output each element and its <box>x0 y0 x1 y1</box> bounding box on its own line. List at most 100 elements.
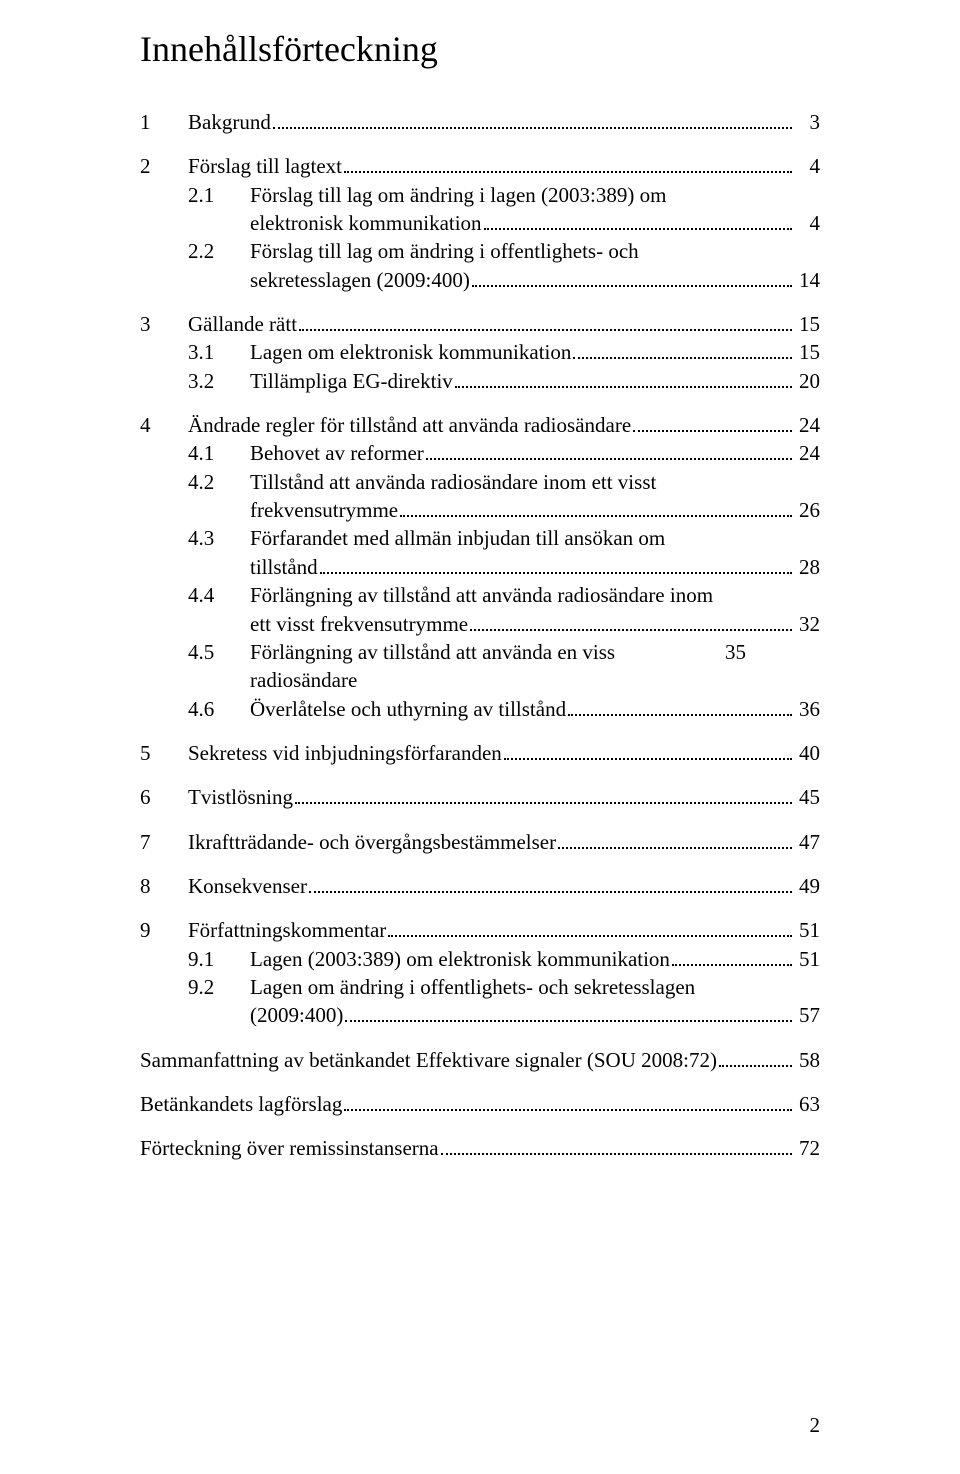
toc-text: Lagen om ändring i offentlighets- och se… <box>250 973 695 1001</box>
toc-number: 9 <box>140 916 188 944</box>
toc-entry-level1: 4Ändrade regler för tillstånd att använd… <box>140 411 820 439</box>
toc-text: Förfarandet med allmän inbjudan till ans… <box>250 524 665 552</box>
toc-number: 4.4 <box>188 581 250 609</box>
toc-text: elektronisk kommunikation <box>250 209 482 237</box>
toc-entry-level2: 4.3Förfarandet med allmän inbjudan till … <box>140 524 820 552</box>
toc-page: 24 <box>794 411 820 439</box>
toc-entry-level1: 5Sekretess vid inbjudningsförfaranden 40 <box>140 739 820 767</box>
toc-text: Ändrade regler för tillstånd att använda… <box>188 411 631 439</box>
toc-page: 14 <box>794 266 820 294</box>
toc-page: 24 <box>794 439 820 467</box>
toc-entry-level1: 2Förslag till lagtext4 <box>140 152 820 180</box>
toc-page: 47 <box>794 828 820 856</box>
toc-page: 35 <box>720 638 746 666</box>
dot-leader <box>558 830 792 849</box>
toc-page: 72 <box>794 1134 820 1162</box>
toc-page: 20 <box>794 367 820 395</box>
dot-leader <box>388 918 792 937</box>
dot-leader <box>672 947 792 966</box>
toc-text: Förslag till lag om ändring i lagen (200… <box>250 181 666 209</box>
toc-text: Tvistlösning <box>188 783 293 811</box>
dot-leader <box>455 369 792 388</box>
dot-leader <box>573 341 792 360</box>
dot-leader <box>273 110 792 129</box>
dot-leader <box>295 785 792 804</box>
toc-entry-level2: 4.2Tillstånd att använda radiosändare in… <box>140 468 820 496</box>
toc-text: Förlängning av tillstånd att använda en … <box>250 638 720 695</box>
dot-leader <box>484 211 792 230</box>
toc-text: sekretesslagen (2009:400) <box>250 266 470 294</box>
toc-number: 3 <box>140 310 188 338</box>
toc-text: Förslag till lag om ändring i offentligh… <box>250 237 639 265</box>
toc-entry-level2: 9.2Lagen om ändring i offentlighets- och… <box>140 973 820 1001</box>
toc-entry-continuation: (2009:400)57 <box>140 1001 820 1029</box>
toc-number: 3.1 <box>188 338 250 366</box>
toc-text: Överlåtelse och uthyrning av tillstånd <box>250 695 566 723</box>
toc-entry-level2: 3.1Lagen om elektronisk kommunikation15 <box>140 338 820 366</box>
toc-text: Tillämpliga EG-direktiv <box>250 367 453 395</box>
toc-entry-unnumbered: Sammanfattning av betänkandet Effektivar… <box>140 1046 820 1074</box>
toc-text: Förlängning av tillstånd att använda rad… <box>250 581 713 609</box>
toc-entry-level1: 1Bakgrund 3 <box>140 108 820 136</box>
toc-page: 58 <box>794 1046 820 1074</box>
toc-number: 2.1 <box>188 181 250 209</box>
toc-text: Behovet av reformer <box>250 439 424 467</box>
toc-entry-level2: 4.4Förlängning av tillstånd att använda … <box>140 581 820 609</box>
toc-entry-level2: 3.2Tillämpliga EG-direktiv20 <box>140 367 820 395</box>
toc-number: 9.1 <box>188 945 250 973</box>
toc-page: 63 <box>794 1090 820 1118</box>
page-title: Innehållsförteckning <box>140 28 820 70</box>
toc-page: 3 <box>794 108 820 136</box>
toc-page: 4 <box>794 209 820 237</box>
toc-text: Betänkandets lagförslag <box>140 1090 342 1118</box>
toc-page: 57 <box>794 1001 820 1029</box>
dot-leader <box>299 312 792 331</box>
toc-entry-level1: 6Tvistlösning45 <box>140 783 820 811</box>
toc-text: Sammanfattning av betänkandet Effektivar… <box>140 1046 717 1074</box>
toc-entry-level2: 4.5Förlängning av tillstånd att använda … <box>140 638 820 695</box>
toc-text: Bakgrund <box>188 108 271 136</box>
dot-leader <box>504 741 792 760</box>
toc-entry-continuation: frekvensutrymme 26 <box>140 496 820 524</box>
dot-leader <box>345 1003 792 1022</box>
toc-text: tillstånd <box>250 553 318 581</box>
toc-page: 26 <box>794 496 820 524</box>
dot-leader <box>344 1092 792 1111</box>
dot-leader <box>470 612 792 631</box>
toc-text: Ikraftträdande- och övergångsbestämmelse… <box>188 828 556 856</box>
toc-page: 51 <box>794 945 820 973</box>
dot-leader <box>309 874 792 893</box>
toc-entry-continuation: sekretesslagen (2009:400) 14 <box>140 266 820 294</box>
toc-page: 32 <box>794 610 820 638</box>
toc-page: 15 <box>794 310 820 338</box>
toc-number: 4.3 <box>188 524 250 552</box>
document-page: Innehållsförteckning 1Bakgrund32Förslag … <box>0 0 960 1474</box>
toc-text: Författningskommentar <box>188 916 386 944</box>
toc-entry-level2: 4.6Överlåtelse och uthyrning av tillstån… <box>140 695 820 723</box>
toc-entry-level1: 3Gällande rätt15 <box>140 310 820 338</box>
toc-page: 28 <box>794 553 820 581</box>
toc-entry-unnumbered: Betänkandets lagförslag 63 <box>140 1090 820 1118</box>
toc-number: 4.5 <box>188 638 250 666</box>
dot-leader <box>426 442 792 461</box>
toc-page: 15 <box>794 338 820 366</box>
toc-number: 1 <box>140 108 188 136</box>
toc-entry-level1: 7Ikraftträdande- och övergångsbestämmels… <box>140 828 820 856</box>
toc-page: 36 <box>794 695 820 723</box>
toc-text: Sekretess vid inbjudningsförfaranden <box>188 739 502 767</box>
toc-entry-level2: 4.1Behovet av reformer24 <box>140 439 820 467</box>
toc-entry-level1: 9Författningskommentar 51 <box>140 916 820 944</box>
dot-leader <box>400 498 792 517</box>
toc-entry-continuation: tillstånd 28 <box>140 553 820 581</box>
dot-leader <box>472 268 792 287</box>
toc-page: 40 <box>794 739 820 767</box>
toc-number: 7 <box>140 828 188 856</box>
toc-entry-continuation: ett visst frekvensutrymme32 <box>140 610 820 638</box>
toc-page: 49 <box>794 872 820 900</box>
toc-text: frekvensutrymme <box>250 496 398 524</box>
toc-text: Förslag till lagtext <box>188 152 342 180</box>
toc-entry-continuation: elektronisk kommunikation 4 <box>140 209 820 237</box>
toc-number: 5 <box>140 739 188 767</box>
toc-page: 51 <box>794 916 820 944</box>
toc-entry-level1: 8Konsekvenser49 <box>140 872 820 900</box>
